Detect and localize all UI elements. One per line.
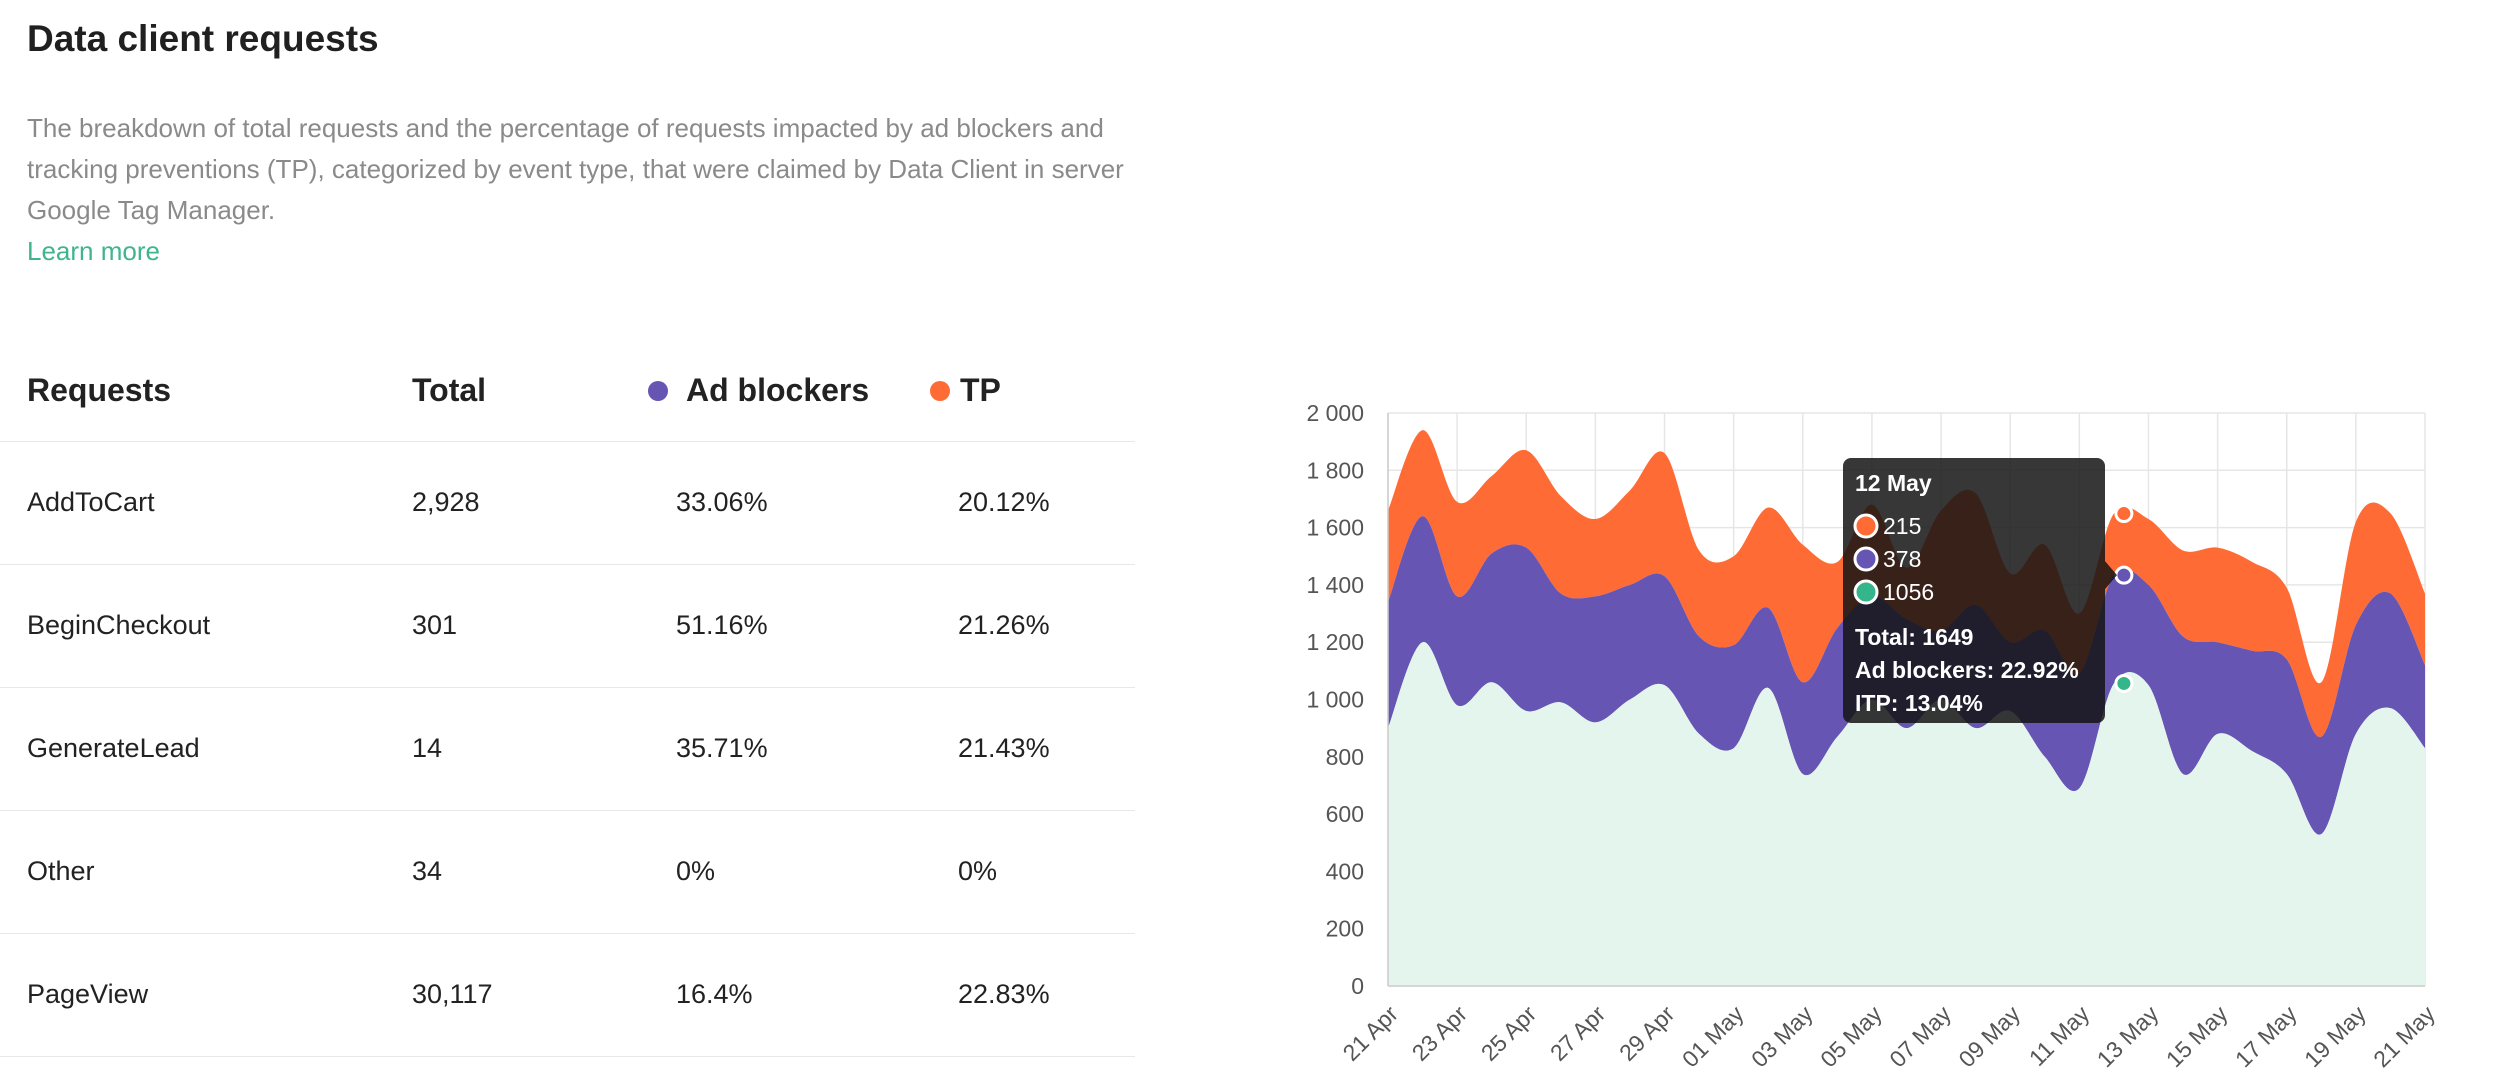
request-tp: 22.83% — [958, 979, 1050, 1009]
request-total: 30,117 — [412, 979, 493, 1009]
tp-marker — [2114, 504, 2134, 524]
y-tick-label: 600 — [1326, 801, 1364, 827]
description: The breakdown of total requests and the … — [27, 113, 1124, 225]
request-tp: 20.12% — [958, 487, 1050, 517]
chart-tooltip: 12 May 215 378 1056 Total: 1649 Ad blockers: … — [1843, 458, 2117, 723]
x-tick-label: 27 Apr — [1545, 1000, 1611, 1066]
y-tick-label: 1 800 — [1306, 457, 1364, 483]
y-tick-label: 200 — [1326, 916, 1364, 942]
y-tick-label: 0 — [1351, 973, 1364, 999]
x-tick-label: 13 May — [2092, 1000, 2164, 1072]
request-total: 2,928 — [412, 487, 480, 517]
request-name: Other — [27, 856, 95, 886]
x-tick-label: 19 May — [2299, 1000, 2371, 1072]
request-total: 301 — [412, 610, 458, 640]
x-tick-label: 23 Apr — [1407, 1000, 1473, 1066]
tooltip-series-dot — [1853, 513, 1879, 539]
x-tick-label: 15 May — [2161, 1000, 2233, 1072]
x-tick-label: 25 Apr — [1476, 1000, 1542, 1066]
request-tp: 21.26% — [958, 610, 1050, 640]
request-ad-blockers: 51.16% — [676, 610, 768, 640]
y-tick-label: 1 400 — [1306, 572, 1364, 598]
x-tick-label: 01 May — [1677, 1000, 1749, 1072]
request-ad-blockers: 0% — [676, 856, 716, 886]
tooltip-itp: ITP: 13.04% — [1855, 690, 1983, 716]
request-name: PageView — [27, 979, 149, 1009]
tooltip-series-value: 378 — [1883, 546, 1921, 572]
column-requests: Requests — [27, 372, 172, 408]
request-name: GenerateLead — [27, 733, 200, 763]
y-tick-label: 400 — [1326, 858, 1364, 884]
tooltip-series-value: 215 — [1883, 513, 1921, 539]
ad-blockers-label: Ad blockers — [686, 372, 870, 408]
tooltip-ad-blockers: Ad blockers: 22.92% — [1855, 657, 2079, 683]
request-tp: 0% — [958, 856, 998, 886]
x-tick-label: 29 Apr — [1614, 1000, 1680, 1066]
y-tick-label: 2 000 — [1306, 400, 1364, 426]
x-tick-label: 11 May — [2024, 1000, 2095, 1071]
tooltip-series-value: 1056 — [1883, 579, 1934, 605]
table-row: Other 34 0% 0% — [0, 811, 1135, 934]
tooltip-series-dot — [1853, 579, 1879, 605]
x-tick-label: 03 May — [1746, 1000, 1818, 1072]
base-marker — [2114, 673, 2134, 693]
request-name: BeginCheckout — [27, 610, 211, 640]
base-area — [1388, 642, 2425, 986]
tooltip-series-dot — [1853, 546, 1879, 572]
table-row: AddToCart 2,928 33.06% 20.12% — [0, 442, 1135, 565]
tooltip-total: Total: 1649 — [1855, 624, 1973, 650]
x-tick-label: 09 May — [1953, 1000, 2025, 1072]
ad-blockers-marker — [2114, 565, 2134, 585]
page-title: Data client requests — [27, 18, 379, 59]
table-row: PageView 30,117 16.4% 22.83% — [0, 934, 1135, 1057]
request-tp: 21.43% — [958, 733, 1050, 763]
tp-legend-dot — [930, 380, 950, 401]
request-ad-blockers: 16.4% — [676, 979, 753, 1009]
y-tick-label: 1 200 — [1306, 629, 1364, 655]
request-total: 14 — [412, 733, 443, 763]
table-row: GenerateLead 14 35.71% 21.43% — [0, 688, 1135, 811]
x-tick-label: 21 May — [2368, 1000, 2440, 1072]
tooltip-background — [1843, 458, 2105, 723]
request-ad-blockers: 33.06% — [676, 487, 768, 517]
tooltip-pointer — [2105, 561, 2117, 590]
request-total: 34 — [412, 856, 443, 886]
y-tick-label: 1 600 — [1306, 515, 1364, 541]
x-tick-label: 17 May — [2230, 1000, 2302, 1072]
request-ad-blockers: 35.71% — [676, 733, 768, 763]
column-ad-blockers: Ad blockers — [648, 372, 869, 409]
column-tp: TP — [930, 372, 1001, 409]
learn-more-link[interactable]: Learn more — [27, 236, 160, 266]
requests-table: Requests Total Ad blockers TP AddToCart … — [0, 360, 1135, 1057]
x-tick-label: 07 May — [1884, 1000, 1956, 1072]
x-tick-label: 21 Apr — [1338, 1000, 1404, 1066]
table-header: Requests Total Ad blockers TP — [0, 360, 1135, 442]
tp-label: TP — [960, 372, 1001, 408]
x-tick-label: 05 May — [1815, 1000, 1887, 1072]
column-total: Total — [412, 372, 487, 408]
table-row: BeginCheckout 301 51.16% 21.26% — [0, 565, 1135, 688]
requests-area-chart: 0 200 400 600 800 1 000 1 200 1 400 1 600 1 800 2 … — [1306, 400, 2440, 1072]
ad-blockers-legend-dot — [648, 380, 668, 401]
tooltip-date: 12 May — [1855, 470, 1932, 496]
y-tick-label: 800 — [1326, 744, 1364, 770]
request-name: AddToCart — [27, 487, 155, 517]
y-tick-label: 1 000 — [1306, 687, 1364, 713]
